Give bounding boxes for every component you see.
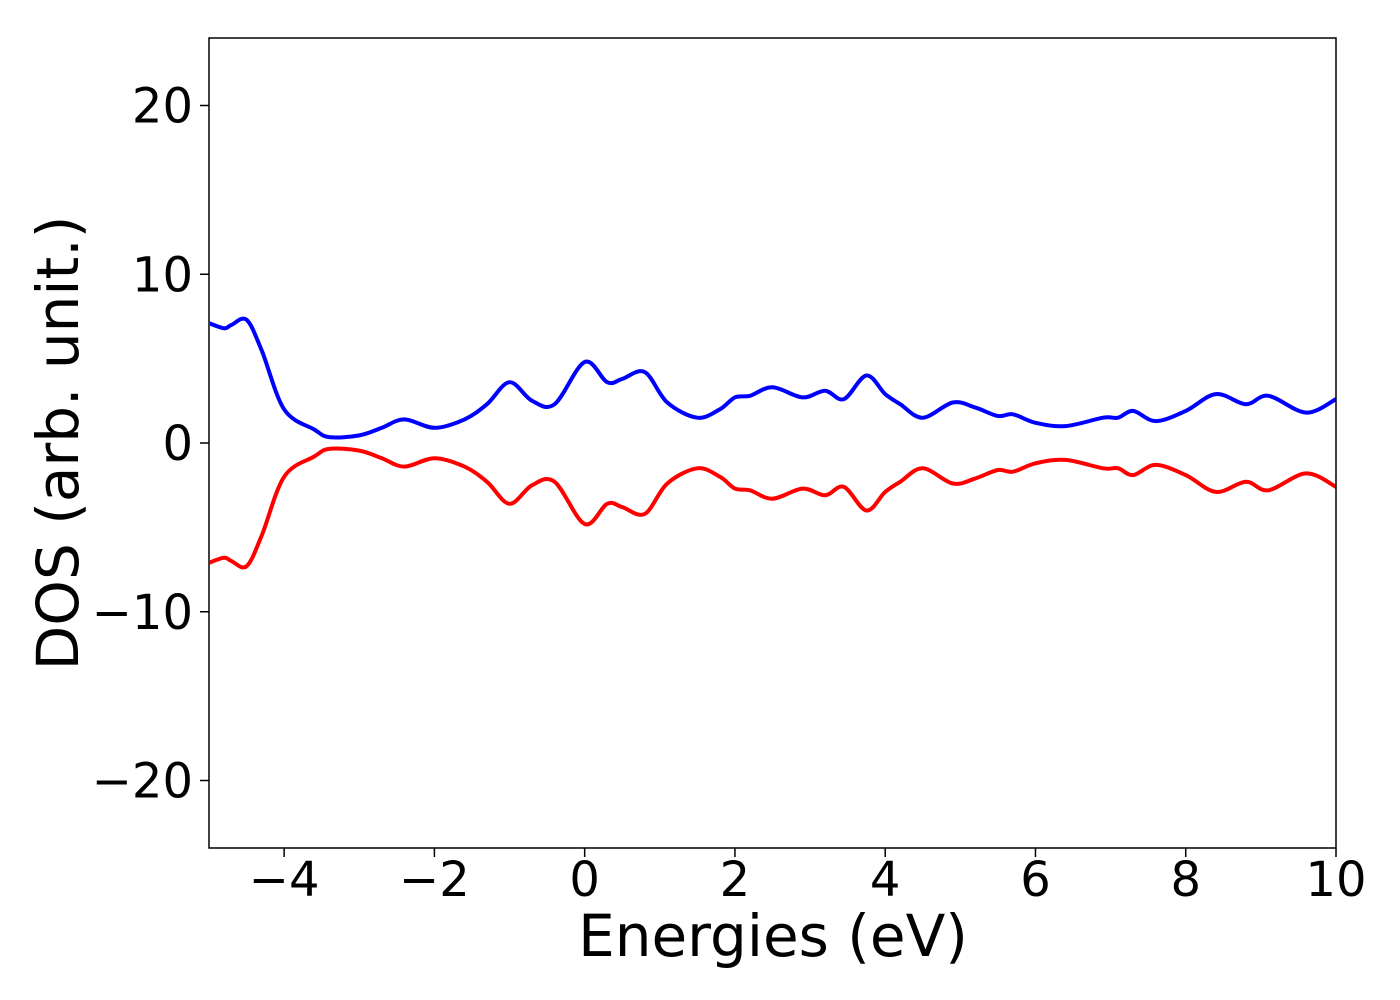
y-tick-label: 20 bbox=[132, 79, 193, 135]
x-tick-label: 0 bbox=[569, 852, 600, 908]
x-tick-label: −2 bbox=[399, 852, 470, 908]
x-axis: −4 −2 0 2 4 6 8 10 bbox=[249, 848, 1367, 908]
y-axis-label: DOS (arb. unit.) bbox=[24, 216, 92, 671]
y-axis: −20 −10 0 10 20 bbox=[92, 79, 209, 810]
series-line-down bbox=[210, 446, 1336, 570]
x-axis-label: Energies (eV) bbox=[578, 902, 968, 970]
series-layer bbox=[210, 316, 1336, 570]
x-tick-label: −4 bbox=[249, 852, 320, 908]
x-tick-label: 6 bbox=[1020, 852, 1051, 908]
plot-frame bbox=[208, 37, 1337, 849]
y-tick-label: −10 bbox=[92, 585, 193, 641]
y-tick-label: −20 bbox=[92, 754, 193, 810]
series-line-up bbox=[210, 316, 1336, 440]
x-tick-label: 2 bbox=[720, 852, 751, 908]
y-tick-label: 0 bbox=[162, 416, 193, 472]
x-tick-label: 4 bbox=[870, 852, 901, 908]
x-tick-label: 8 bbox=[1170, 852, 1201, 908]
y-tick-label: 10 bbox=[132, 247, 193, 303]
x-tick-label: 10 bbox=[1305, 852, 1366, 908]
